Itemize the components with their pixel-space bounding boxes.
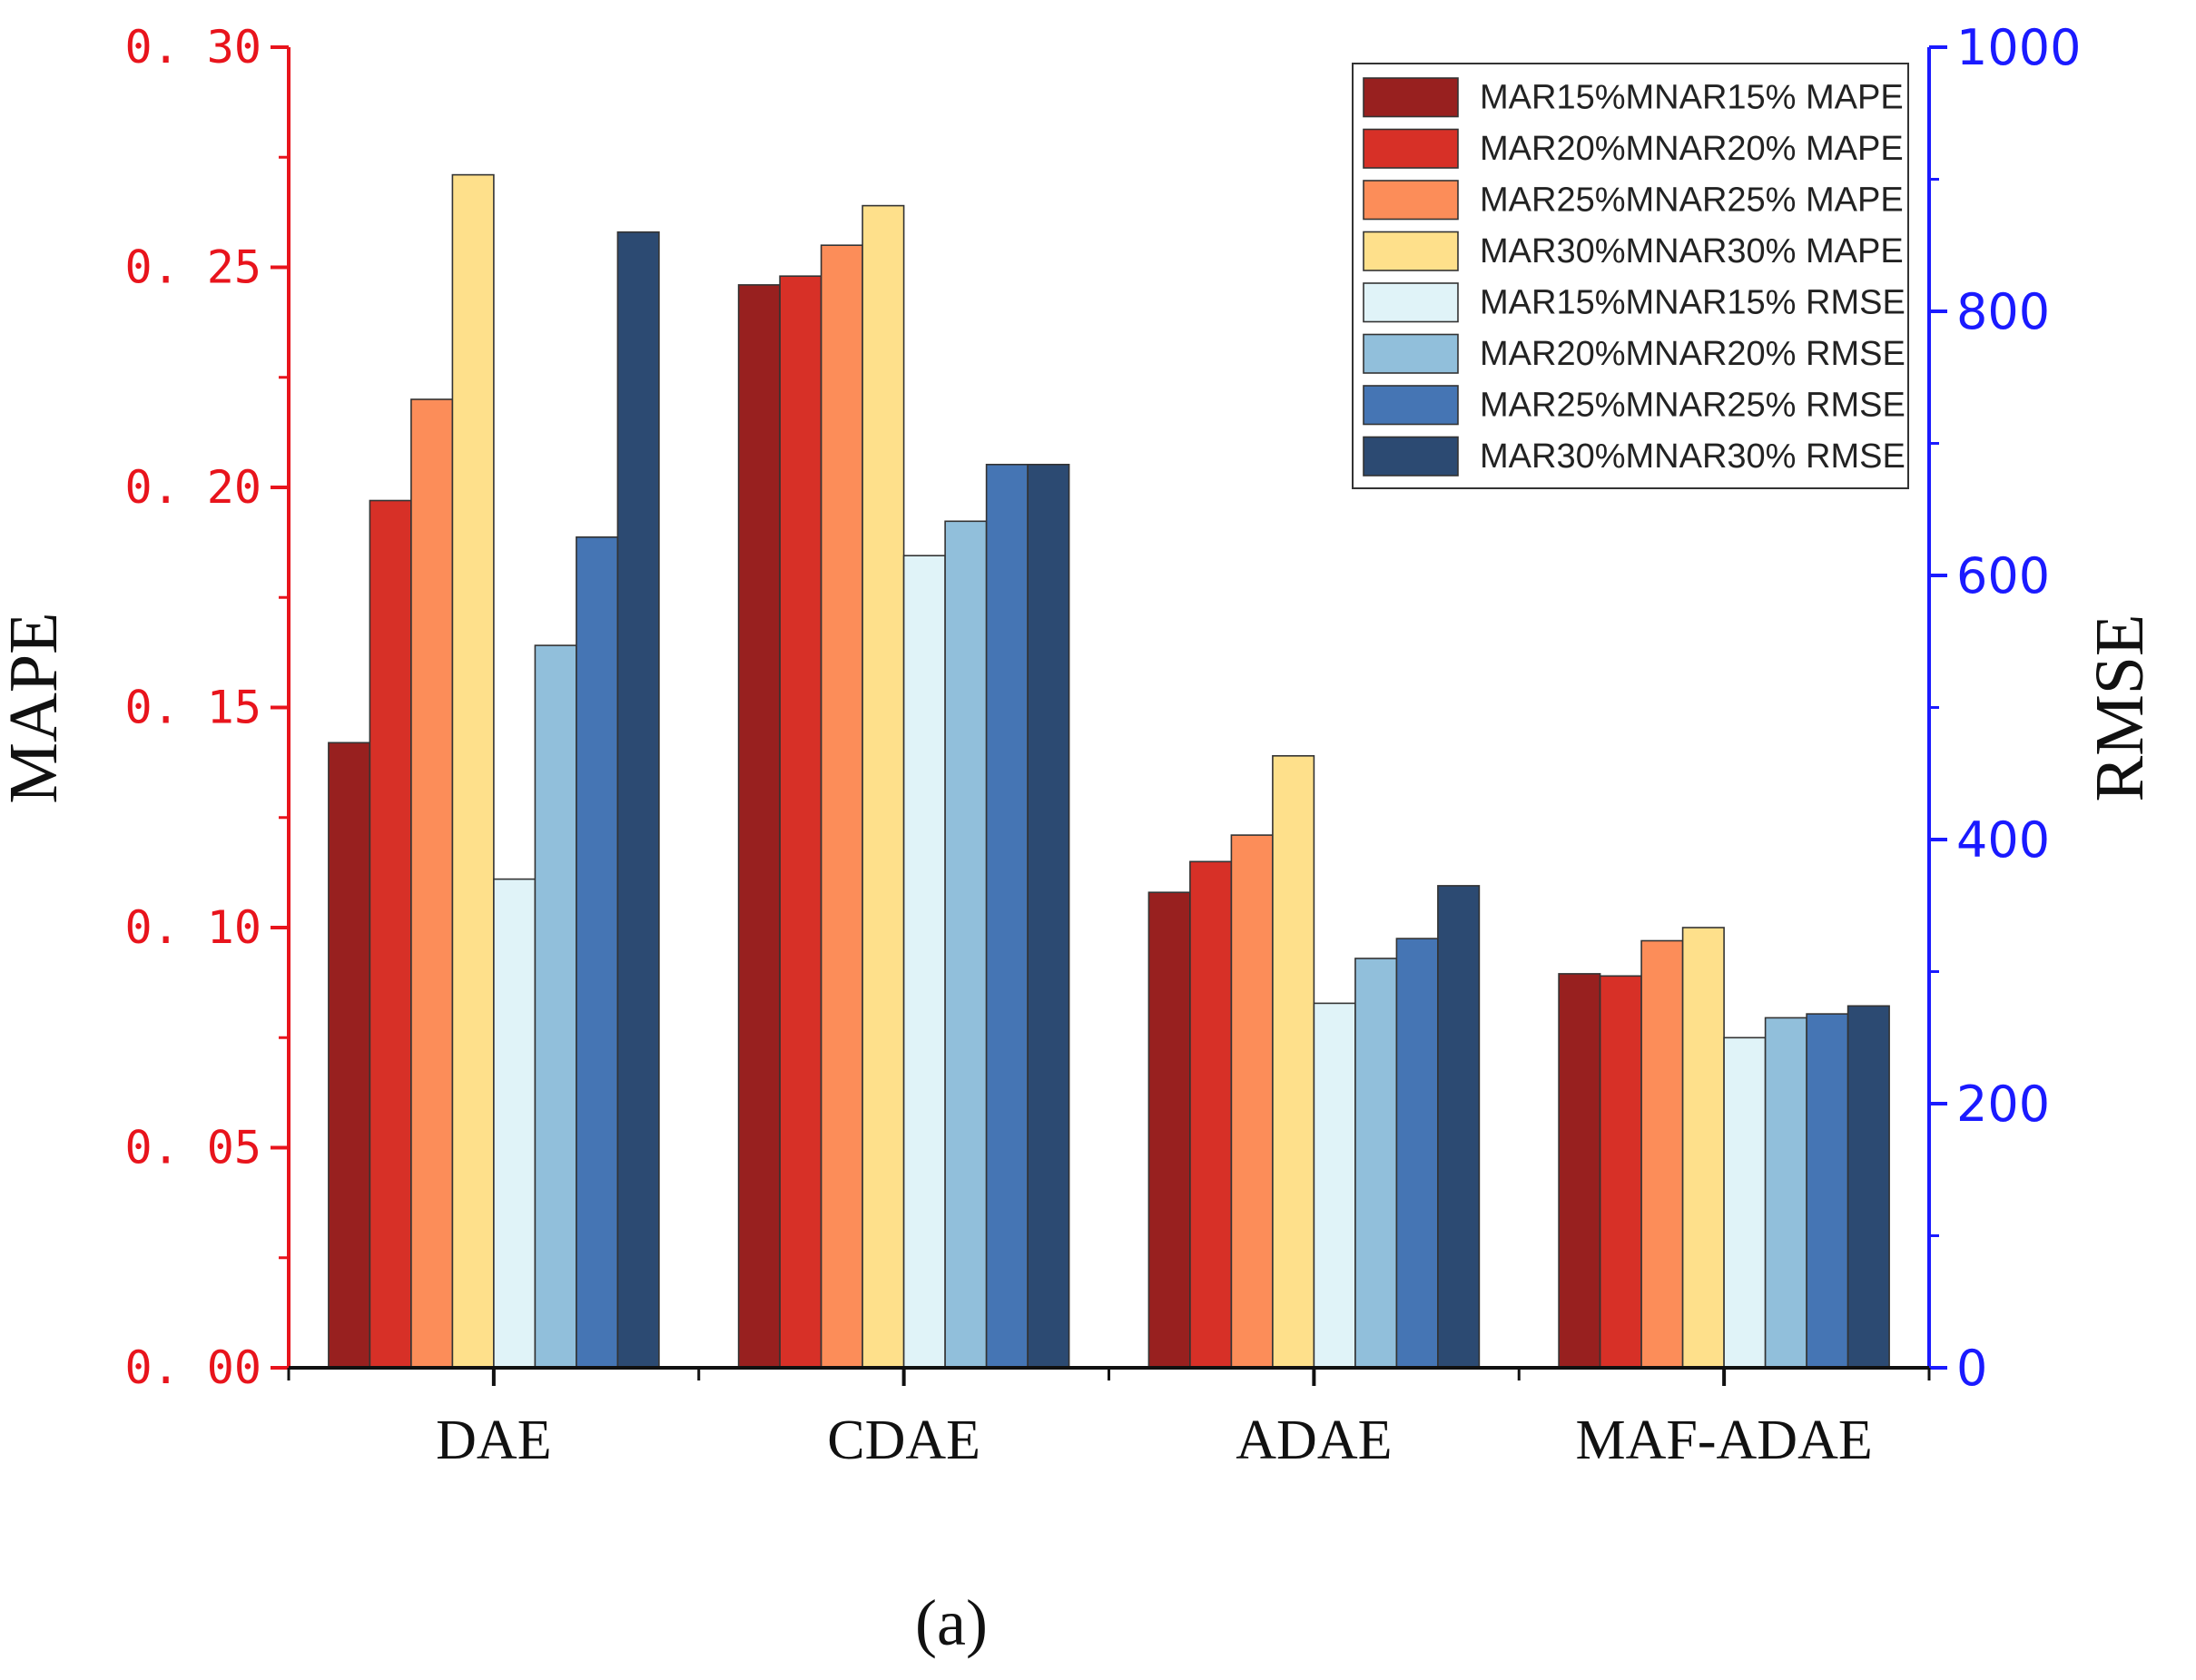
legend-entry-label: MAR15%MNAR15% RMSE: [1480, 283, 1905, 321]
legend-entry-label: MAR30%MNAR30% MAPE: [1480, 232, 1904, 270]
bar-cdae-series-2: [779, 275, 822, 1369]
bar-maf-adae-series-7: [1806, 1013, 1849, 1369]
x-tick-label-cdae: CDAE: [827, 1410, 980, 1471]
bar-maf-adae-series-5: [1723, 1036, 1767, 1369]
bar-dae-series-3: [410, 398, 454, 1369]
y-left-tick-label: 0. 05: [124, 1122, 261, 1174]
bar-maf-adae-series-8: [1846, 1005, 1890, 1369]
legend-entry-label: MAR20%MNAR20% RMSE: [1480, 335, 1905, 373]
y-left-tick-label: 0. 30: [124, 21, 261, 74]
y-right-tick-label: 1000: [1956, 19, 2081, 76]
y-left-tick-label: 0. 15: [124, 682, 261, 734]
bar-adae-series-7: [1395, 938, 1439, 1369]
x-tick-label-maf-adae: MAF-ADAE: [1576, 1410, 1873, 1471]
bar-dae-series-5: [493, 878, 537, 1369]
legend-swatch: [1363, 180, 1459, 221]
bar-cdae-series-6: [944, 520, 988, 1369]
y-left-tick-label: 0. 00: [124, 1341, 261, 1394]
legend-entry-label: MAR25%MNAR25% RMSE: [1480, 386, 1905, 424]
bar-dae-series-7: [576, 535, 619, 1369]
bar-maf-adae-series-2: [1599, 975, 1642, 1369]
legend-swatch: [1363, 231, 1459, 271]
bar-cdae-series-8: [1027, 463, 1070, 1369]
bar-dae-series-8: [616, 231, 660, 1369]
y-left-tick-label: 0. 20: [124, 461, 261, 514]
y-right-tick-label: 400: [1956, 811, 2050, 869]
bar-cdae-series-3: [820, 244, 863, 1369]
x-tick-label-adae: ADAE: [1236, 1410, 1392, 1471]
legend-entry-label: MAR20%MNAR20% MAPE: [1480, 130, 1904, 168]
ticks-layer: 0. 00 0. 05 0. 10 0. 15 0. 20 0. 25 0. 30 0 200 4…: [124, 19, 2081, 1471]
bar-adae-series-8: [1437, 885, 1481, 1369]
bar-cdae-series-5: [902, 555, 946, 1369]
bar-dae-series-6: [534, 644, 577, 1369]
bar-adae-series-1: [1147, 891, 1191, 1369]
y-right-tick-label: 800: [1956, 283, 2050, 340]
bar-maf-adae-series-3: [1640, 939, 1684, 1369]
bar-maf-adae-series-6: [1764, 1017, 1807, 1369]
y-left-tick-label: 0. 10: [124, 901, 261, 954]
bars-layer: [328, 173, 1890, 1369]
legend-swatch: [1363, 385, 1459, 426]
bar-dae-series-4: [451, 173, 495, 1369]
legend-entry-label: MAR25%MNAR25% MAPE: [1480, 181, 1904, 219]
bar-adae-series-3: [1230, 834, 1274, 1369]
legend-entry-label: MAR30%MNAR30% RMSE: [1480, 437, 1905, 476]
y-right-tick-label: 200: [1956, 1076, 2050, 1133]
y-right-tick-label: 600: [1956, 547, 2050, 604]
bar-cdae-series-1: [737, 284, 781, 1369]
bar-maf-adae-series-1: [1558, 973, 1601, 1369]
legend-swatch: [1363, 436, 1459, 476]
legend-swatch: [1363, 128, 1459, 169]
bar-adae-series-4: [1272, 754, 1315, 1369]
y-left-tick-label: 0. 25: [124, 241, 261, 294]
y-axis-left-title: MAPE: [0, 612, 72, 803]
bar-cdae-series-4: [862, 204, 905, 1369]
bar-maf-adae-series-4: [1681, 927, 1725, 1369]
bar-cdae-series-7: [985, 463, 1029, 1369]
bar-adae-series-5: [1313, 1002, 1356, 1369]
legend-entry-label: MAR15%MNAR15% MAPE: [1480, 78, 1904, 116]
legend-swatch: [1363, 282, 1459, 323]
legend-swatch: [1363, 333, 1459, 374]
y-axis-right-title: RMSE: [2082, 614, 2158, 802]
bar-dae-series-1: [328, 742, 371, 1369]
legend-swatch: [1363, 77, 1459, 118]
y-right-tick-label: 0: [1956, 1340, 1987, 1397]
x-tick-label-dae: DAE: [436, 1410, 551, 1471]
figure-caption: (a): [915, 1587, 988, 1659]
bar-dae-series-2: [369, 499, 412, 1369]
bar-adae-series-6: [1354, 958, 1398, 1369]
legend: MAR15%MNAR15% MAPE MAR20%MNAR20% MAPE MAR2…: [1352, 63, 1909, 489]
bar-adae-series-2: [1189, 860, 1233, 1369]
